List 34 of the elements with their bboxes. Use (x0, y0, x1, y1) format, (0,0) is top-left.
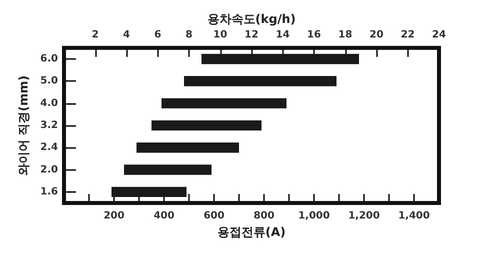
y-tick-label: 5.0 (40, 76, 58, 87)
x2-tick-label: 14 (276, 29, 290, 40)
y-tick-label: 6.0 (40, 53, 58, 64)
x2-tick-label: 20 (370, 29, 384, 40)
y-tick-label: 2.4 (40, 142, 58, 154)
x-tick-label: 600 (204, 210, 224, 222)
x2-tick-label: 4 (123, 29, 130, 40)
x2-tick-label: 22 (400, 29, 415, 40)
x2-tick-label: 2 (92, 29, 99, 40)
x2-tick-label: 6 (154, 29, 162, 40)
bar (162, 98, 286, 108)
bar (152, 120, 262, 131)
bar (136, 142, 239, 153)
y-axis-title: 와이어 직경(mm) (16, 75, 30, 176)
x2-tick-label: 16 (307, 29, 321, 40)
x-tick-label: 400 (154, 210, 174, 222)
y-tick-label: 2.0 (40, 164, 58, 176)
y-tick-label: 4.0 (40, 98, 58, 109)
x-tick-label: 800 (254, 210, 274, 222)
y-tick-label: 1.6 (40, 186, 58, 198)
x2-axis-title: 용차속도(kg/h) (207, 12, 296, 26)
x2-tick-label: 8 (186, 29, 193, 40)
x2-tick-label: 24 (432, 29, 446, 40)
x-tick-label: 1,400 (398, 210, 430, 222)
x2-tick-label: 12 (244, 29, 258, 40)
x-axis-title: 용접전류(A) (217, 224, 286, 239)
x2-tick-label: 10 (213, 29, 228, 40)
bar (184, 76, 336, 86)
x2-tick-label: 18 (338, 29, 352, 40)
bar (124, 164, 212, 175)
x-tick-label: 1,200 (348, 210, 380, 222)
x-tick-label: 1,000 (298, 210, 330, 222)
x-tick-label: 200 (104, 210, 124, 222)
y-tick-label: 3.2 (40, 120, 58, 131)
